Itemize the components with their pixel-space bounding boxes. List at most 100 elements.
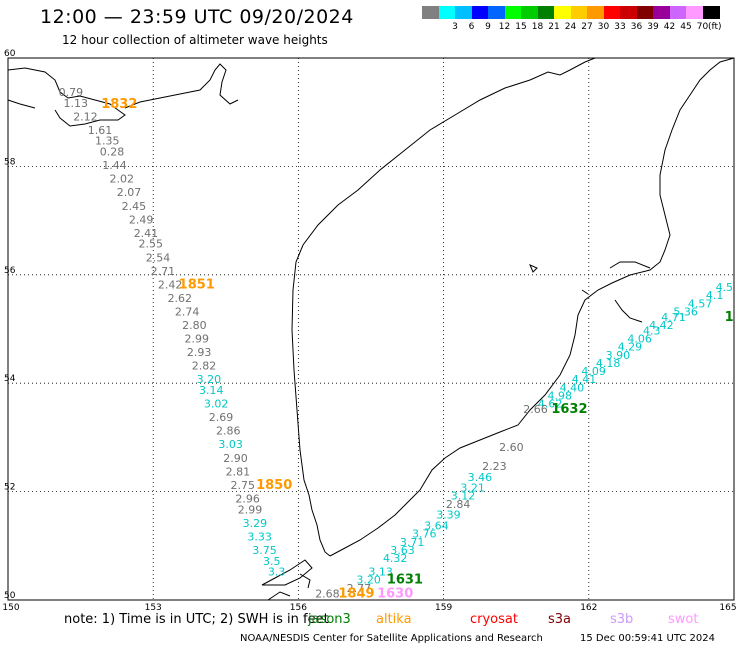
wave-height-reading: 1.13 (64, 97, 89, 110)
colorbar-unit: (ft) (708, 22, 722, 32)
longitude-tick-label: 153 (145, 603, 162, 613)
wave-height-reading: 3.14 (199, 384, 224, 397)
wave-height-reading: 3.3 (268, 566, 286, 579)
colorbar-label: 18 (531, 22, 544, 32)
footer-credit: NOAA/NESDIS Center for Satellite Applica… (240, 633, 543, 644)
wave-height-reading: 4.40 (560, 381, 585, 394)
wave-height-reading: 2.99 (238, 503, 263, 516)
axis-ticks: 150 153 156 159 162 165 60 58 56 54 52 50 (2, 49, 736, 613)
wave-height-reading: 2.71 (151, 265, 176, 278)
longitude-tick-label: 150 (2, 603, 19, 613)
map-frame (7, 57, 735, 601)
satellite-legend-s3b: s3b (610, 612, 634, 627)
pass-time-label: 1832 (101, 97, 137, 112)
colorbar-label: 21 (548, 22, 560, 32)
wave-height-reading: 1.35 (95, 135, 120, 148)
wave-height-reading: 3.64 (424, 520, 449, 533)
colorbar-swatch (554, 6, 571, 19)
pass-time-label: 1630 (377, 586, 413, 601)
wave-height-reading: 2.93 (187, 346, 212, 359)
wave-height-reading: 2.45 (122, 200, 147, 213)
wave-height-reading: 4.57 (688, 297, 713, 310)
wave-height-reading: 2.77 (347, 582, 372, 595)
colorbar-label: 12 (498, 22, 511, 32)
wave-height-reading: 2.86 (216, 425, 241, 438)
wave-height-reading: 2.82 (192, 360, 217, 373)
wave-height-reading: 3.90 (606, 349, 631, 362)
pass-time-label: 1 (725, 310, 734, 325)
wave-height-reading: 3.21 (460, 482, 485, 495)
wave-height-reading: 2.23 (482, 460, 507, 473)
colorbar-label: 70 (696, 22, 709, 32)
wave-height-reading: 4.18 (596, 357, 621, 370)
latitude-tick-label: 52 (4, 483, 15, 493)
colorbar-label: 24 (564, 22, 577, 32)
colorbar-swatch (488, 6, 505, 19)
pass-time-label: 1849 (338, 586, 374, 601)
wave-height-reading: 2.60 (499, 441, 524, 454)
wave-height-reading: 3.02 (204, 398, 229, 411)
wave-height-reading: 2.69 (209, 411, 234, 424)
colorbar-swatch (669, 6, 687, 19)
colorbar-swatch (471, 6, 489, 19)
wave-height-reading: 3.63 (390, 544, 415, 557)
wave-height-reading: 4.32 (383, 552, 408, 565)
wave-height-reading: 2.90 (223, 452, 248, 465)
wave-height-reading: 5.36 (673, 305, 698, 318)
wave-height-reading: 2.99 (185, 333, 210, 346)
colorbar-swatch (521, 6, 538, 19)
wave-height-reading: 3.03 (218, 438, 243, 451)
coastline (7, 57, 735, 601)
wave-height-reading: 3.12 (451, 490, 476, 503)
wave-height-reading: 4.29 (618, 341, 643, 354)
wave-height-reading: 3.76 (412, 528, 437, 541)
wave-height-reading: 2.62 (168, 292, 193, 305)
colorbar-swatch (603, 6, 621, 19)
wave-height-reading: 3.5 (263, 555, 281, 568)
wave-height-reading: 4.62 (538, 398, 563, 411)
colorbar-swatch (438, 6, 456, 19)
wave-height-reading: 0.79 (59, 86, 84, 99)
wave-height-reading: 3.29 (243, 517, 268, 530)
colorbar-swatch (620, 6, 637, 19)
colorbar-swatch (587, 6, 604, 19)
wave-height-reading: 2.54 (146, 251, 171, 264)
wave-height-reading: 4.42 (649, 319, 674, 332)
wave-height-reading: 4.98 (548, 389, 573, 402)
colorbar-label: 39 (647, 22, 659, 32)
satellite-legend-s3a: s3a (548, 612, 572, 627)
colorbar-swatch (455, 6, 472, 19)
wave-height-reading: 3.13 (368, 566, 393, 579)
longitude-tick-label: 162 (580, 603, 597, 613)
wave-height-reading: 4.41 (572, 373, 597, 386)
wave-height-reading: 4.71 (661, 311, 686, 324)
colorbar-label: 30 (597, 22, 610, 32)
colorbar-swatch (686, 6, 703, 19)
wave-height-reading: 2.80 (182, 319, 207, 332)
colorbar-label: 27 (581, 22, 593, 32)
latitude-tick-label: 60 (4, 49, 16, 59)
wave-height-reading: 3.20 (356, 574, 381, 587)
wave-height-reading: 2.81 (226, 465, 251, 478)
wave-height-reading: 2.68 (315, 587, 340, 600)
colorbar-label: 15 (515, 22, 527, 32)
colorbar-swatch (653, 6, 670, 19)
wave-height-reading: 4.5 (716, 281, 734, 294)
wave-height-reading: 2.41 (134, 227, 159, 240)
wave-height-reading: 4.09 (581, 365, 606, 378)
wave-height-reading: 2.66 (523, 403, 548, 416)
wave-height-reading: 0.28 (100, 146, 125, 159)
colorbar-label: 6 (468, 22, 475, 32)
colorbar-swatch (702, 6, 720, 19)
colorbar-swatch (537, 6, 555, 19)
colorbar-label: 45 (680, 22, 692, 32)
wave-height-reading: 2.42 (158, 278, 183, 291)
latitude-tick-label: 58 (4, 157, 16, 167)
wave-height-reading: 4.3 (643, 324, 661, 337)
pass-time-label: 1631 (387, 573, 423, 588)
satellite-legend-cryosat: cryosat (470, 612, 518, 627)
colorbar-label: 9 (485, 22, 491, 32)
wave-height-reading: 3.75 (252, 544, 277, 557)
wave-height-reading: 2.12 (73, 110, 98, 123)
colorbar-swatch (636, 6, 654, 19)
